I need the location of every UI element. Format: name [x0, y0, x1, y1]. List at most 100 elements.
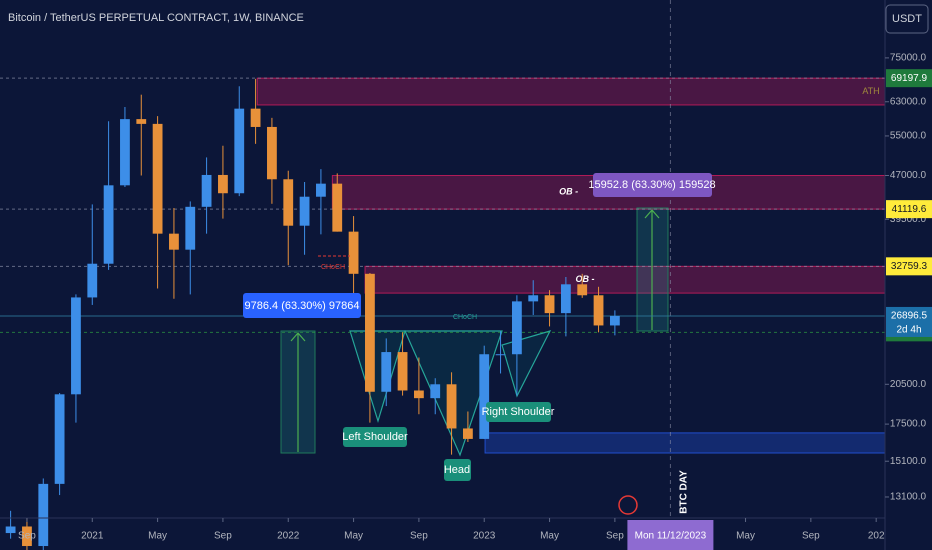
- candle-body: [283, 179, 294, 226]
- measure-arrow-head: [644, 209, 660, 219]
- label-bg: [444, 459, 471, 481]
- candle-body: [152, 123, 163, 234]
- candle-body: [103, 185, 114, 264]
- candle-body: [479, 354, 490, 439]
- price-badge: [886, 257, 932, 276]
- label-bg: [343, 427, 407, 447]
- y-tick-label: 55000.0: [890, 131, 927, 142]
- x-tick-label: 2023: [473, 531, 496, 542]
- candle-body: [22, 526, 32, 547]
- currency-button-label[interactable]: USDT: [892, 13, 922, 25]
- candle-body: [267, 126, 277, 180]
- candle-body: [71, 297, 81, 395]
- candle-body: [218, 174, 228, 194]
- y-tick-label: 17500.0: [890, 419, 927, 430]
- candle-body: [169, 233, 179, 250]
- head-and-shoulders: [280, 207, 669, 457]
- pattern-label: Right Shoulder: [482, 406, 555, 418]
- candle-body: [120, 119, 130, 186]
- x-tick-label: 2021: [81, 531, 104, 542]
- x-tick-label: May: [148, 531, 167, 542]
- measure-label: 15952.8 (63.30%) 159528: [588, 179, 715, 191]
- y-tick-label: 20500.0: [890, 379, 927, 390]
- annotations: 9786.4 (63.30%) 97864 15952.8 (63.30%) 1…: [243, 173, 716, 515]
- price-badge-label: 69197.9: [891, 73, 928, 84]
- candle-body: [528, 295, 539, 302]
- candle-body: [397, 352, 408, 391]
- candle-body: [560, 284, 571, 314]
- pattern-label: Head: [444, 464, 470, 476]
- y-tick-label: 63000.0: [890, 96, 927, 107]
- candle-body: [593, 295, 604, 326]
- candle-body: [185, 206, 196, 250]
- price-badge-label: 32759.3: [891, 261, 928, 272]
- x-tick-label: May: [736, 531, 755, 542]
- countdown: 2d 4h: [896, 325, 921, 336]
- candle-body: [414, 390, 424, 399]
- candle-body: [544, 295, 555, 314]
- y-tick-label: 47000.0: [890, 170, 927, 181]
- candle-body: [430, 384, 441, 399]
- x-tick-label: May: [540, 531, 559, 542]
- price-badge: [886, 306, 932, 337]
- candle-body: [348, 231, 359, 274]
- measure-label-bg: [593, 173, 712, 197]
- candle-body: [462, 428, 473, 439]
- x-tick-label: Sep: [802, 531, 820, 542]
- candle-body: [332, 183, 343, 232]
- candle-body: [54, 394, 65, 484]
- candle-body: [577, 284, 588, 296]
- pattern-label: Left Shoulder: [342, 431, 408, 443]
- crosshair-label: Mon 11/12/2023: [635, 531, 707, 542]
- candle-body: [5, 526, 16, 534]
- currency-button[interactable]: [885, 4, 929, 34]
- x-tick-label: 2022: [277, 531, 300, 542]
- x-tick-label: Sep: [606, 531, 624, 542]
- zone: [484, 432, 886, 454]
- price-badge-label: 41119.6: [892, 204, 927, 215]
- x-tick-label: Sep: [18, 531, 36, 542]
- label-bg: [486, 402, 551, 422]
- candle-body: [446, 384, 457, 429]
- event-label: BTC DAY: [679, 470, 690, 514]
- x-tick-label: Sep: [410, 531, 428, 542]
- x-tick-label: May: [344, 531, 363, 542]
- zone-label: OB -: [576, 274, 595, 284]
- candle-body: [511, 301, 522, 355]
- candle-body: [250, 108, 261, 127]
- candle-body: [381, 352, 392, 392]
- x-tick-label: Sep: [214, 531, 232, 542]
- candle-body: [201, 174, 212, 207]
- measure-label: 9786.4 (63.30%) 97864: [245, 300, 360, 312]
- price-badge: [886, 200, 932, 219]
- zone: [364, 265, 886, 294]
- measure-arrow-head: [290, 332, 306, 342]
- choch-label: CHoCH: [453, 314, 477, 321]
- candle-body: [136, 119, 147, 124]
- crosshair-label-bg: [627, 520, 714, 550]
- zone-label: OB -: [559, 187, 578, 197]
- choch-label: CHoCH: [321, 264, 345, 271]
- candle-body: [365, 273, 375, 392]
- x-tick-label: 202: [868, 531, 885, 542]
- left-shoulder-shape: [349, 330, 406, 424]
- y-tick-label: 13100.0: [890, 492, 927, 503]
- candle-body: [234, 108, 245, 194]
- y-tick-label: 15100.0: [890, 456, 927, 467]
- header-title: Bitcoin / TetherUS PERPETUAL CONTRACT, 1…: [8, 12, 304, 24]
- candle-body: [87, 263, 98, 298]
- measure-label-bg: [243, 293, 361, 318]
- candle-body: [316, 183, 326, 197]
- candle-body: [38, 483, 49, 547]
- candle-body: [495, 354, 506, 356]
- price-badge-label: 26896.5: [891, 311, 928, 322]
- candle-body: [299, 196, 310, 226]
- zone: [256, 77, 886, 106]
- y-tick-label: 75000.0: [890, 53, 927, 64]
- price-badge: [886, 69, 932, 88]
- y-tick-label: 39500.0: [890, 214, 927, 225]
- event-icon: [618, 495, 638, 515]
- zone-label: ATH: [862, 86, 879, 96]
